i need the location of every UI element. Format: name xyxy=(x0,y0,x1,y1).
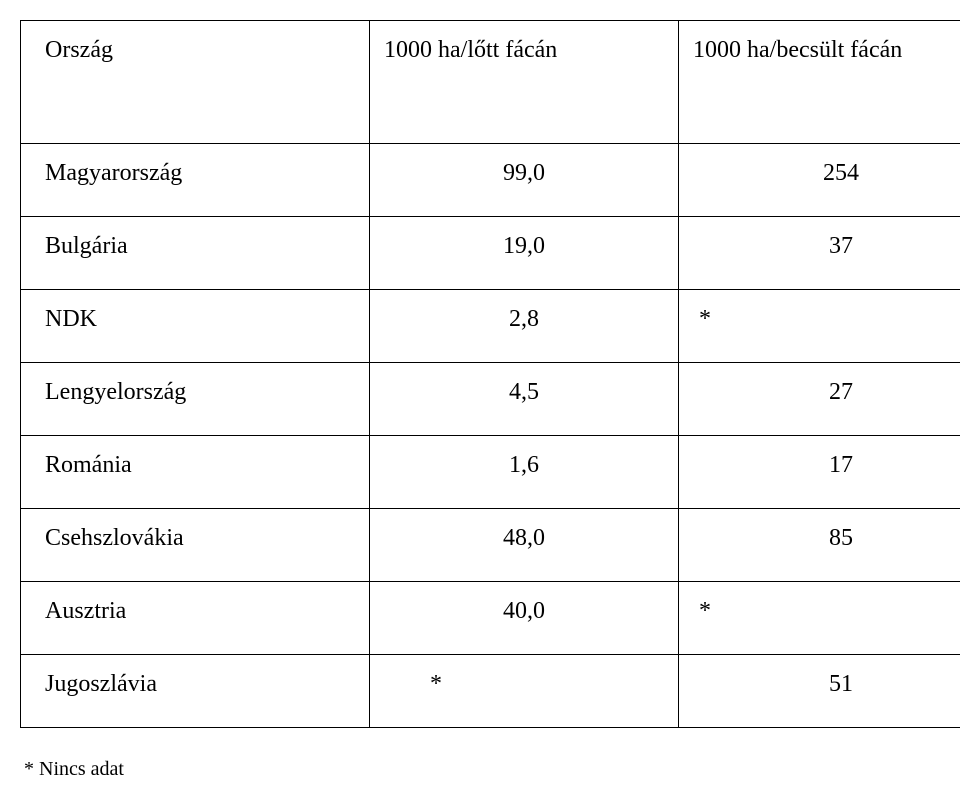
cell-shot: 48,0 xyxy=(370,509,679,582)
cell-estimated: 85 xyxy=(679,509,960,582)
table-row: Ausztria 40,0 * xyxy=(21,582,960,655)
cell-shot: * xyxy=(370,655,679,728)
cell-shot: 99,0 xyxy=(370,144,679,217)
table-row: NDK 2,8 * xyxy=(21,290,960,363)
cell-country: Magyarország xyxy=(21,144,370,217)
table-header-row: Ország 1000 ha/lőtt fácán 1000 ha/becsül… xyxy=(21,21,960,144)
cell-country: Jugoszlávia xyxy=(21,655,370,728)
cell-estimated: 37 xyxy=(679,217,960,290)
cell-estimated: 27 xyxy=(679,363,960,436)
cell-shot: 4,5 xyxy=(370,363,679,436)
cell-shot: 19,0 xyxy=(370,217,679,290)
table-row: Csehszlovákia 48,0 85 xyxy=(21,509,960,582)
header-estimated: 1000 ha/becsült fácán xyxy=(679,21,960,144)
table-row: Lengyelország 4,5 27 xyxy=(21,363,960,436)
table-row: Románia 1,6 17 xyxy=(21,436,960,509)
table-row: Bulgária 19,0 37 xyxy=(21,217,960,290)
cell-country: Románia xyxy=(21,436,370,509)
cell-country: NDK xyxy=(21,290,370,363)
header-country: Ország xyxy=(21,21,370,144)
table-row: Magyarország 99,0 254 xyxy=(21,144,960,217)
footnote: * Nincs adat xyxy=(20,758,940,781)
cell-country: Bulgária xyxy=(21,217,370,290)
header-shot: 1000 ha/lőtt fácán xyxy=(370,21,679,144)
cell-estimated: 254 xyxy=(679,144,960,217)
cell-country: Ausztria xyxy=(21,582,370,655)
cell-estimated: 51 xyxy=(679,655,960,728)
cell-shot: 2,8 xyxy=(370,290,679,363)
cell-estimated: * xyxy=(679,290,960,363)
cell-country: Lengyelország xyxy=(21,363,370,436)
cell-country: Csehszlovákia xyxy=(21,509,370,582)
cell-shot: 40,0 xyxy=(370,582,679,655)
cell-estimated: 17 xyxy=(679,436,960,509)
table-row: Jugoszlávia * 51 xyxy=(21,655,960,728)
cell-shot: 1,6 xyxy=(370,436,679,509)
cell-estimated: * xyxy=(679,582,960,655)
data-table: Ország 1000 ha/lőtt fácán 1000 ha/becsül… xyxy=(20,20,960,728)
